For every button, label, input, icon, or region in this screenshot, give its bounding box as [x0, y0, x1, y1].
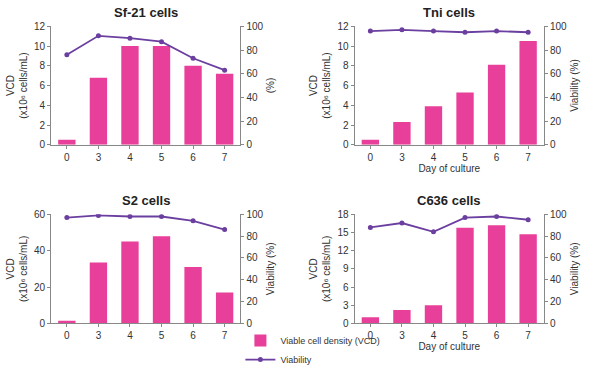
- svg-text:3: 3: [399, 152, 405, 163]
- svg-text:2: 2: [343, 120, 349, 131]
- svg-text:60: 60: [246, 252, 258, 263]
- svg-text:100: 100: [246, 209, 263, 220]
- svg-text:0: 0: [246, 139, 252, 150]
- svg-text:6: 6: [343, 282, 349, 293]
- svg-text:8: 8: [343, 60, 349, 71]
- svg-text:0: 0: [550, 139, 556, 150]
- svg-text:80: 80: [550, 231, 562, 242]
- svg-text:4: 4: [40, 100, 46, 111]
- svg-text:5: 5: [462, 152, 468, 163]
- svg-text:15: 15: [337, 227, 349, 238]
- svg-text:4: 4: [127, 330, 133, 341]
- svg-text:6: 6: [494, 152, 500, 163]
- svg-text:20: 20: [34, 282, 46, 293]
- svg-text:0: 0: [246, 318, 252, 329]
- svg-text:12: 12: [34, 21, 46, 32]
- svg-text:40: 40: [246, 274, 258, 285]
- svg-text:6: 6: [190, 330, 196, 341]
- svg-text:0: 0: [64, 330, 70, 341]
- svg-text:6: 6: [343, 80, 349, 91]
- svg-text:Sf-21 cells: Sf-21 cells: [114, 5, 178, 20]
- svg-text:9: 9: [343, 263, 349, 274]
- svg-text:7: 7: [222, 330, 228, 341]
- svg-text:0: 0: [40, 318, 46, 329]
- svg-text:Viability (%): Viability (%): [569, 59, 580, 112]
- svg-text:6: 6: [494, 330, 500, 341]
- svg-text:3: 3: [343, 300, 349, 311]
- svg-text:Tni cells: Tni cells: [423, 5, 475, 20]
- svg-text:4: 4: [431, 152, 437, 163]
- svg-text:12: 12: [337, 245, 349, 256]
- svg-text:20: 20: [246, 296, 258, 307]
- svg-text:18: 18: [337, 209, 349, 220]
- svg-text:60: 60: [34, 209, 46, 220]
- svg-text:4: 4: [127, 152, 133, 163]
- svg-text:3: 3: [399, 330, 405, 341]
- svg-text:6: 6: [40, 80, 46, 91]
- svg-text:Viability: Viability: [280, 355, 311, 365]
- svg-text:10: 10: [34, 41, 46, 52]
- svg-text:VCD(x10⁶ cells/mL): VCD(x10⁶ cells/mL): [5, 236, 29, 302]
- svg-text:40: 40: [34, 245, 46, 256]
- svg-text:40: 40: [246, 92, 258, 103]
- svg-text:100: 100: [550, 209, 567, 220]
- svg-text:12: 12: [337, 21, 349, 32]
- svg-text:60: 60: [550, 252, 562, 263]
- svg-text:3: 3: [96, 330, 102, 341]
- svg-text:5: 5: [159, 152, 165, 163]
- svg-text:VCD(x10⁶ cells/mL): VCD(x10⁶ cells/mL): [308, 236, 332, 302]
- svg-text:3: 3: [96, 152, 102, 163]
- svg-text:C636 cells: C636 cells: [417, 193, 481, 208]
- svg-text:VCD(x10⁶ cells/mL): VCD(x10⁶ cells/mL): [5, 52, 29, 118]
- svg-text:2: 2: [40, 120, 46, 131]
- svg-text:Day of culture: Day of culture: [418, 163, 480, 174]
- svg-text:8: 8: [40, 60, 46, 71]
- svg-text:40: 40: [550, 274, 562, 285]
- svg-text:20: 20: [550, 296, 562, 307]
- svg-text:20: 20: [550, 116, 562, 127]
- svg-text:4: 4: [431, 330, 437, 341]
- svg-text:60: 60: [246, 68, 258, 79]
- svg-text:80: 80: [550, 45, 562, 56]
- svg-text:VCD(x10⁶ cells/mL): VCD(x10⁶ cells/mL): [308, 52, 332, 118]
- svg-text:5: 5: [159, 330, 165, 341]
- svg-text:100: 100: [246, 21, 263, 32]
- svg-text:Day of culture: Day of culture: [418, 341, 480, 352]
- svg-text:0: 0: [550, 318, 556, 329]
- svg-text:Viability (%): Viability (%): [265, 243, 276, 296]
- svg-text:0: 0: [343, 139, 349, 150]
- svg-text:100: 100: [550, 21, 567, 32]
- svg-text:7: 7: [525, 152, 531, 163]
- svg-text:40: 40: [550, 92, 562, 103]
- svg-text:4: 4: [343, 100, 349, 111]
- svg-text:(%): (%): [265, 78, 276, 94]
- svg-text:0: 0: [368, 152, 374, 163]
- svg-text:5: 5: [462, 330, 468, 341]
- svg-text:10: 10: [337, 41, 349, 52]
- svg-text:0: 0: [343, 318, 349, 329]
- svg-text:Viability (%): Viability (%): [569, 243, 580, 296]
- svg-text:80: 80: [246, 45, 258, 56]
- svg-text:Viable cell density (VCD): Viable cell density (VCD): [280, 336, 379, 346]
- svg-text:7: 7: [525, 330, 531, 341]
- svg-text:20: 20: [246, 116, 258, 127]
- svg-text:0: 0: [40, 139, 46, 150]
- svg-text:S2 cells: S2 cells: [122, 193, 170, 208]
- svg-text:80: 80: [246, 231, 258, 242]
- svg-text:6: 6: [190, 152, 196, 163]
- svg-text:0: 0: [64, 152, 70, 163]
- svg-text:60: 60: [550, 68, 562, 79]
- svg-text:7: 7: [222, 152, 228, 163]
